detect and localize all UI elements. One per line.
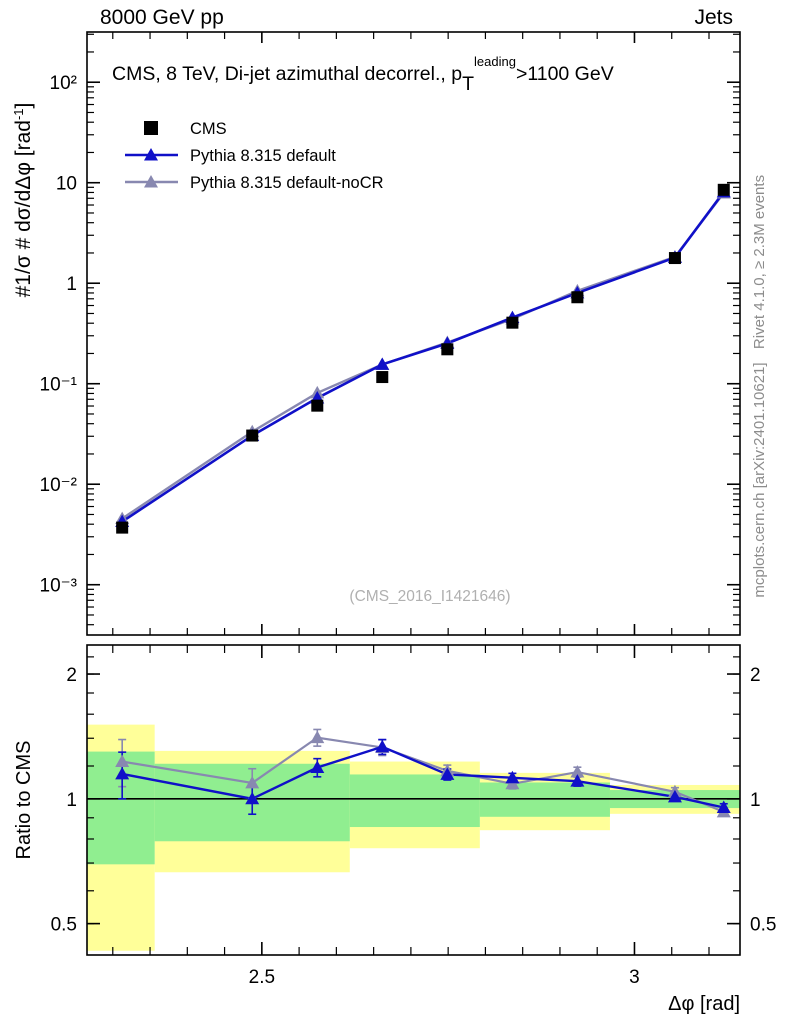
legend-label-0: CMS — [190, 120, 227, 138]
ratio-default-marker — [245, 791, 260, 805]
ratio-nocr-marker — [245, 775, 260, 789]
ratio-nocr-marker — [310, 730, 325, 744]
svg-text:CMS, 8 TeV, Di-jet azimuthal d: CMS, 8 TeV, Di-jet azimuthal decorrel., … — [112, 54, 614, 95]
main-plot-panel: 10² 10 1 10⁻¹ 10⁻² 10⁻³ — [40, 31, 741, 636]
main-y-tick-label: 10⁻³ — [40, 576, 78, 597]
ratio-band-inner — [479, 782, 610, 817]
main-panel-frame — [86, 31, 741, 636]
ratio-default-marker — [505, 770, 520, 784]
x-axis-label: Δφ [rad] — [668, 993, 740, 1015]
legend-label-1: Pythia 8.315 default — [190, 147, 336, 165]
ratio-band-inner — [87, 751, 155, 865]
ratio-panel-frame — [86, 644, 741, 956]
main-y-tick-label: 1 — [66, 274, 77, 295]
ratio-default-marker — [115, 766, 130, 780]
series-line-default — [121, 191, 725, 523]
analysis-id-watermark: (CMS_2016_I1421646) — [349, 588, 510, 605]
legend-label-2: Pythia 8.315 default-noCR — [190, 174, 384, 192]
title-text-main: CMS, 8 TeV, Di-jet azimuthal decorrel., … — [112, 63, 462, 85]
ratio-plot-panel: 2 2 1 1 0.5 0.5 2.5 3 — [51, 644, 776, 988]
title-pt-sup: leading — [474, 54, 516, 69]
sidebar-rivet-info: Rivet 4.1.0, ≥ 2.3M events — [751, 175, 768, 349]
x-tick-label: 3 — [629, 967, 640, 988]
main-y-axis-label: #1/σ # dσ/dΔφ [rad-1] — [11, 103, 35, 298]
ratio-default-marker — [667, 789, 682, 803]
ratio-default-marker — [310, 760, 325, 773]
main-y-tick-label: 10 — [56, 174, 77, 195]
main-y-tick-label: 10² — [50, 73, 77, 94]
ratio-default-marker — [716, 800, 731, 813]
ratio-y-tick-label-right: 1 — [750, 790, 761, 811]
ratio-y-tick-label-right: 2 — [750, 665, 761, 686]
legend-marker-0 — [144, 121, 158, 135]
series-line-nocr — [121, 192, 725, 520]
plot-title: CMS, 8 TeV, Di-jet azimuthal decorrel., … — [112, 54, 614, 95]
title-pt-sub: T — [462, 73, 474, 95]
ratio-default-marker — [440, 767, 455, 780]
legend: CMS Pythia 8.315 default Pythia 8.315 defa… — [125, 120, 384, 192]
ratio-band-inner — [349, 774, 480, 828]
ratio-default-marker — [570, 774, 585, 787]
ratio-y-tick-label-left: 0.5 — [51, 915, 77, 936]
legend-marker-1 — [144, 148, 158, 161]
legend-marker-2 — [144, 175, 158, 188]
ratio-y-tick-label-left: 2 — [66, 665, 77, 686]
header-right-category: Jets — [694, 6, 733, 29]
ratio-y-tick-label-right: 0.5 — [750, 915, 776, 936]
default-marker — [375, 357, 390, 370]
title-text-tail: >1100 GeV — [516, 63, 614, 85]
svg-text:#1/σ # dσ/dΔφ [rad-1]: #1/σ # dσ/dΔφ [rad-1] — [11, 103, 35, 298]
x-tick-label: 2.5 — [249, 967, 275, 988]
ratio-y-axis-label: Ratio to CMS — [13, 741, 35, 860]
header-left-beam: 8000 GeV pp — [100, 6, 224, 29]
sidebar-mcplots-info: mcplots.cern.ch [arXiv:2401.10621] — [751, 362, 768, 597]
main-y-tick-label: 10⁻¹ — [40, 375, 78, 396]
main-y-tick-label: 10⁻² — [40, 475, 78, 496]
ratio-default-marker — [375, 739, 390, 753]
ratio-y-tick-label-left: 1 — [66, 790, 77, 811]
ratio-nocr-marker — [570, 765, 585, 778]
ratio-nocr-marker — [115, 754, 130, 768]
